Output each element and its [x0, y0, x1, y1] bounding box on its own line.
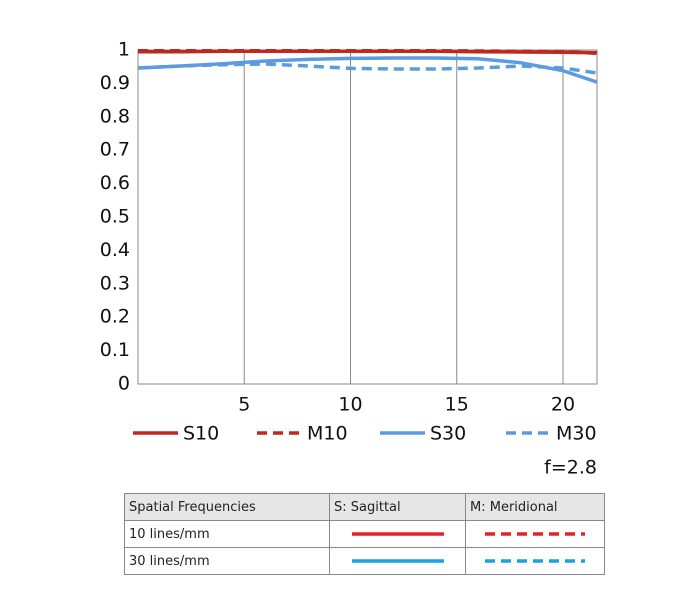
x-tick-label: 15	[445, 394, 469, 416]
header-cell: Spatial Frequencies	[124, 493, 330, 521]
legend-table: Spatial Frequencies S: Sagittal M: Merid…	[124, 493, 605, 575]
x-tick-label: 10	[338, 394, 362, 416]
x-tick-label: 5	[238, 394, 250, 416]
series-line	[137, 62, 598, 75]
annotation: f=2.8	[544, 457, 597, 479]
y-tick-label: 0.8	[100, 105, 130, 127]
y-tick-label: 0.4	[100, 239, 130, 261]
swatch-cell	[329, 547, 466, 575]
legend-label: M10	[307, 423, 348, 445]
swatch	[485, 559, 585, 563]
header-cell: S: Sagittal	[329, 493, 466, 521]
series-line	[137, 56, 598, 84]
swatch	[351, 559, 444, 563]
table-row: 10 lines/mm	[124, 520, 605, 548]
row-label: 10 lines/mm	[124, 520, 330, 548]
table-header: Spatial Frequencies S: Sagittal M: Merid…	[124, 493, 605, 521]
legend-label: M30	[556, 423, 597, 445]
legend-label: S30	[430, 423, 466, 445]
y-tick-label: 0.9	[100, 72, 130, 94]
row-label: 30 lines/mm	[124, 547, 330, 575]
chart: f=2.8 00.10.20.30.40.50.60.70.80.915 10 15…	[100, 39, 598, 479]
header-cell: M: Meridional	[465, 493, 605, 521]
series-line	[138, 48, 598, 56]
swatch-cell	[465, 547, 605, 575]
y-tick-label: 0.3	[100, 272, 130, 294]
legend-label: S10	[183, 423, 219, 445]
y-tick-label: 0.1	[100, 339, 130, 361]
swatch	[351, 532, 444, 536]
table-row: 30 lines/mm	[124, 547, 605, 575]
swatch-cell	[465, 520, 605, 548]
y-tick-label: 0	[118, 373, 130, 395]
x-tick-label: 20	[551, 394, 575, 416]
y-tick-label: 1	[118, 39, 130, 61]
y-tick-label: 0.7	[100, 139, 130, 161]
swatch-cell	[329, 520, 466, 548]
plot-frame	[137, 49, 598, 385]
y-tick-label: 0.6	[100, 172, 130, 194]
swatch	[485, 532, 585, 536]
y-tick-label: 0.5	[100, 206, 130, 228]
y-tick-label: 0.2	[100, 306, 130, 328]
